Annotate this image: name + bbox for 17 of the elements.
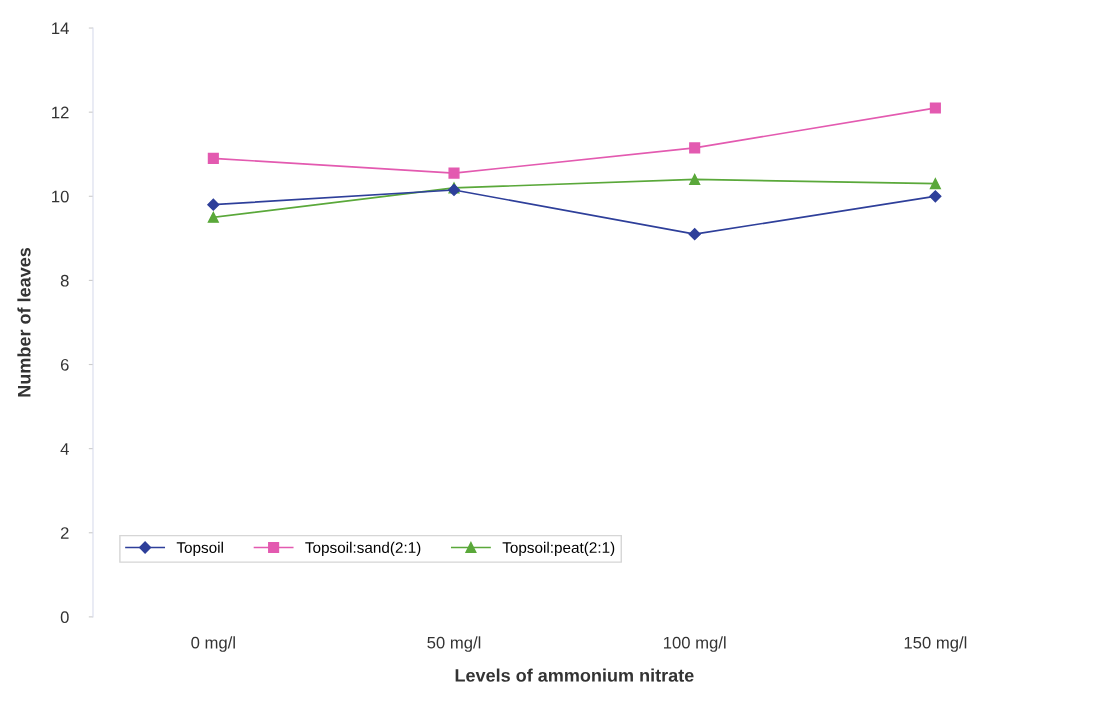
legend-label: Topsoil xyxy=(176,541,223,557)
y-tick-label: 6 xyxy=(60,358,69,371)
y-tick-label: 0 xyxy=(60,611,69,624)
y-tick-label: 12 xyxy=(52,106,69,119)
legend-label: Topsoil:peat(2:1) xyxy=(502,541,615,557)
y-tick-label: 4 xyxy=(60,443,69,455)
x-tick-label: 150 mg/l xyxy=(904,636,967,652)
y-tick-label: 10 xyxy=(52,190,69,203)
y-axis-title: Number of leaves xyxy=(17,247,31,397)
y-tick-label: 14 xyxy=(52,22,69,35)
y-tick-label: 2 xyxy=(60,527,69,539)
x-tick-label: 50 mg/l xyxy=(427,636,481,652)
y-tick-label: 8 xyxy=(60,274,69,287)
x-axis-title: Levels of ammonium nitrate xyxy=(455,668,694,682)
x-tick-label: 100 mg/l xyxy=(664,636,726,652)
x-tick-label: 0 mg/l xyxy=(191,636,235,652)
legend-label: Topsoil:sand(2:1) xyxy=(305,541,421,557)
